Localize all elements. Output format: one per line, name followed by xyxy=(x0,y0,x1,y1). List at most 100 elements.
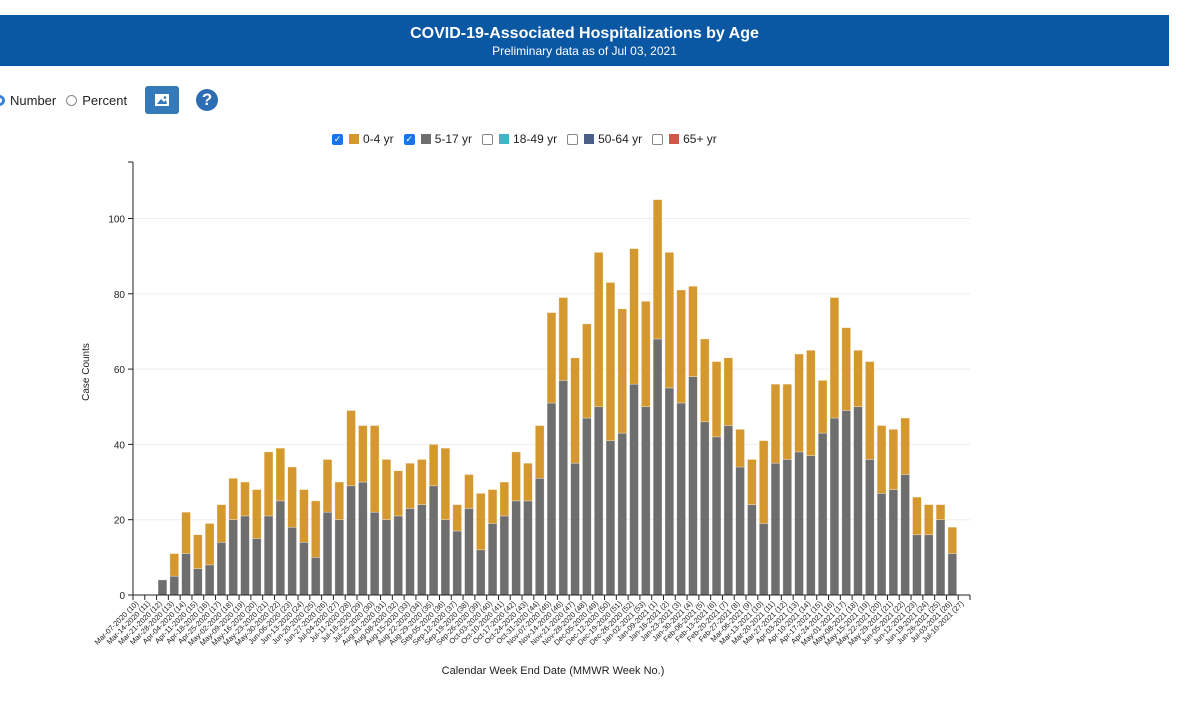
bar-0-4-yr[interactable] xyxy=(664,252,675,389)
bar-0-4-yr[interactable] xyxy=(358,425,368,483)
bar-5-17-yr[interactable] xyxy=(688,376,698,596)
bar-0-4-yr[interactable] xyxy=(381,459,392,520)
bar-0-4-yr[interactable] xyxy=(817,380,828,434)
bar-5-17-yr[interactable] xyxy=(900,474,910,596)
bar-0-4-yr[interactable] xyxy=(770,383,781,464)
bar-0-4-yr[interactable] xyxy=(759,440,769,524)
bar-5-17-yr[interactable] xyxy=(605,440,616,596)
legend-item[interactable]: 65+ yr xyxy=(652,132,717,146)
bar-5-17-yr[interactable] xyxy=(711,436,722,596)
bar-5-17-yr[interactable] xyxy=(523,500,533,596)
bar-5-17-yr[interactable] xyxy=(829,417,840,596)
bar-5-17-yr[interactable] xyxy=(535,477,545,596)
bar-5-17-yr[interactable] xyxy=(770,462,781,596)
bar-0-4-yr[interactable] xyxy=(322,459,333,513)
bar-5-17-yr[interactable] xyxy=(794,451,804,596)
bar-5-17-yr[interactable] xyxy=(464,508,474,596)
bar-0-4-yr[interactable] xyxy=(900,417,910,475)
bar-0-4-yr[interactable] xyxy=(876,425,887,494)
bar-0-4-yr[interactable] xyxy=(853,349,863,408)
radio-icon[interactable] xyxy=(66,94,78,106)
bar-0-4-yr[interactable] xyxy=(311,500,321,558)
bar-5-17-yr[interactable] xyxy=(747,504,757,596)
bar-0-4-yr[interactable] xyxy=(204,523,215,566)
bar-5-17-yr[interactable] xyxy=(582,417,592,596)
legend-item[interactable]: ✓ 5-17 yr xyxy=(403,132,472,146)
bar-0-4-yr[interactable] xyxy=(641,301,651,408)
bar-0-4-yr[interactable] xyxy=(346,410,356,487)
bar-5-17-yr[interactable] xyxy=(865,459,875,596)
bar-5-17-yr[interactable] xyxy=(570,462,580,596)
bar-5-17-yr[interactable] xyxy=(759,523,769,596)
bar-5-17-yr[interactable] xyxy=(216,541,227,596)
checkbox[interactable] xyxy=(482,133,494,145)
bar-5-17-yr[interactable] xyxy=(817,432,828,596)
bar-0-4-yr[interactable] xyxy=(287,466,297,528)
bar-5-17-yr[interactable] xyxy=(169,575,179,596)
bar-5-17-yr[interactable] xyxy=(428,485,439,596)
bar-5-17-yr[interactable] xyxy=(853,406,863,596)
bar-0-4-yr[interactable] xyxy=(240,481,250,517)
bar-0-4-yr[interactable] xyxy=(535,425,545,479)
bar-5-17-yr[interactable] xyxy=(546,402,557,596)
bar-0-4-yr[interactable] xyxy=(169,553,179,577)
bar-5-17-yr[interactable] xyxy=(228,519,238,596)
bar-0-4-yr[interactable] xyxy=(806,349,816,456)
bar-0-4-yr[interactable] xyxy=(593,252,604,408)
bar-5-17-yr[interactable] xyxy=(452,530,462,596)
bar-0-4-yr[interactable] xyxy=(924,504,934,536)
bar-5-17-yr[interactable] xyxy=(393,515,403,596)
bar-5-17-yr[interactable] xyxy=(405,508,415,596)
bar-5-17-yr[interactable] xyxy=(652,338,663,596)
bar-0-4-yr[interactable] xyxy=(334,481,344,520)
bar-0-4-yr[interactable] xyxy=(605,282,616,441)
bar-0-4-yr[interactable] xyxy=(865,361,875,460)
bar-5-17-yr[interactable] xyxy=(558,380,568,596)
bar-0-4-yr[interactable] xyxy=(428,444,439,487)
bar-5-17-yr[interactable] xyxy=(193,568,203,596)
download-image-button[interactable] xyxy=(145,86,180,114)
bar-0-4-yr[interactable] xyxy=(228,477,238,520)
bar-5-17-yr[interactable] xyxy=(346,485,356,596)
bar-0-4-yr[interactable] xyxy=(369,425,380,513)
bar-5-17-yr[interactable] xyxy=(157,579,168,596)
radio-icon[interactable] xyxy=(0,94,5,106)
bar-5-17-yr[interactable] xyxy=(476,549,486,596)
bar-0-4-yr[interactable] xyxy=(464,474,474,509)
bar-5-17-yr[interactable] xyxy=(263,515,274,596)
bar-0-4-yr[interactable] xyxy=(193,534,203,569)
bar-5-17-yr[interactable] xyxy=(240,515,250,596)
bar-0-4-yr[interactable] xyxy=(947,526,958,554)
bar-5-17-yr[interactable] xyxy=(499,515,510,596)
bar-0-4-yr[interactable] xyxy=(216,504,227,543)
bar-0-4-yr[interactable] xyxy=(523,462,533,502)
bar-0-4-yr[interactable] xyxy=(782,383,792,460)
bar-5-17-yr[interactable] xyxy=(912,534,922,596)
bar-5-17-yr[interactable] xyxy=(358,481,368,596)
checkbox[interactable]: ✓ xyxy=(403,133,415,145)
bar-0-4-yr[interactable] xyxy=(711,361,722,438)
checkbox[interactable] xyxy=(567,133,579,145)
bar-5-17-yr[interactable] xyxy=(252,538,262,596)
bar-5-17-yr[interactable] xyxy=(381,519,392,596)
bar-5-17-yr[interactable] xyxy=(204,564,215,596)
bar-0-4-yr[interactable] xyxy=(558,297,568,381)
number-radio[interactable]: Number xyxy=(0,93,56,108)
bar-0-4-yr[interactable] xyxy=(829,297,840,419)
bar-0-4-yr[interactable] xyxy=(629,248,639,385)
bar-0-4-yr[interactable] xyxy=(888,429,899,490)
bar-5-17-yr[interactable] xyxy=(440,519,451,596)
bar-0-4-yr[interactable] xyxy=(570,357,580,464)
bar-5-17-yr[interactable] xyxy=(782,459,792,596)
bar-5-17-yr[interactable] xyxy=(322,511,333,596)
percent-radio[interactable]: Percent xyxy=(66,93,127,108)
bar-5-17-yr[interactable] xyxy=(947,553,958,596)
bar-0-4-yr[interactable] xyxy=(299,489,309,543)
bar-0-4-yr[interactable] xyxy=(275,447,286,502)
bar-5-17-yr[interactable] xyxy=(299,541,309,596)
bar-0-4-yr[interactable] xyxy=(747,459,757,505)
bar-0-4-yr[interactable] xyxy=(487,489,498,524)
bar-5-17-yr[interactable] xyxy=(676,402,686,596)
bar-5-17-yr[interactable] xyxy=(700,421,710,596)
bar-5-17-yr[interactable] xyxy=(935,519,946,596)
